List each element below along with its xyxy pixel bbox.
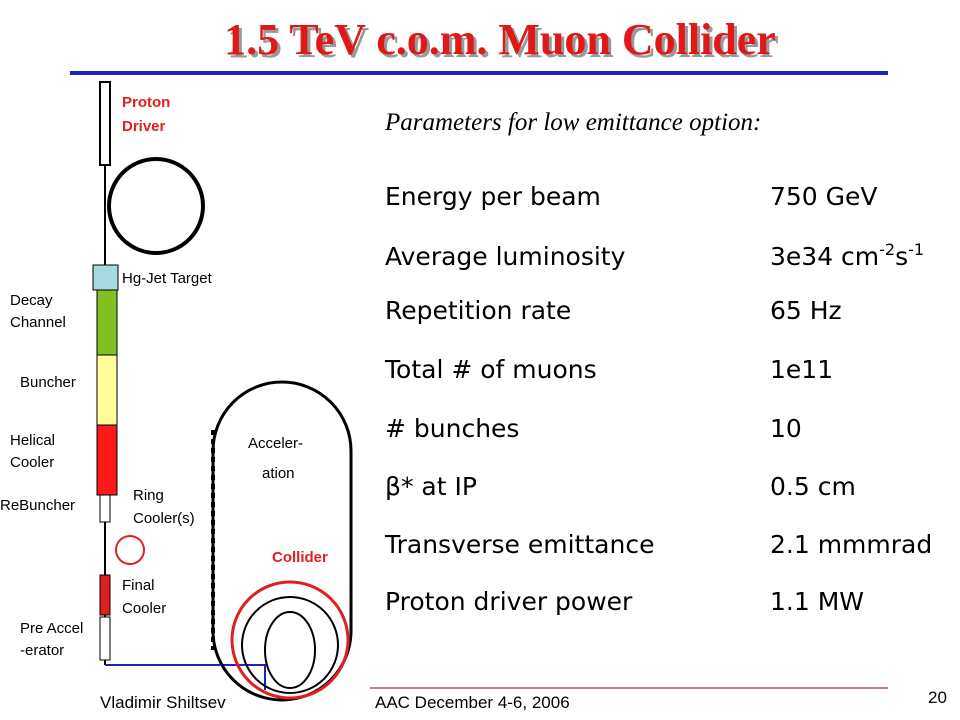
subtitle: Parameters for low emittance option:: [384, 109, 761, 136]
transfer-line: [105, 664, 266, 690]
value-text: 0.5 cm: [770, 472, 856, 501]
rebuncher-box: [99, 494, 111, 523]
buncher-box: [96, 354, 118, 426]
parameter-label: Average luminosity: [385, 242, 626, 271]
parameter-value: 2.1 mmmrad: [770, 530, 932, 559]
value-text: 10: [770, 414, 802, 443]
parameter-label: Total # of muons: [384, 355, 597, 384]
title: 1.5 TeV c.o.m. Muon Collider: [224, 15, 776, 64]
page-number: 20: [928, 688, 947, 707]
parameter-value: 750 GeV: [770, 182, 878, 211]
superscript: -1: [908, 240, 924, 259]
footer-author: Vladimir Shiltsev: [100, 693, 226, 712]
parameter-value: 1e11: [770, 355, 833, 384]
superscript: -2: [879, 240, 895, 259]
value-text: 750 GeV: [770, 182, 878, 211]
parameter-label: Proton driver power: [385, 587, 633, 616]
diagram-label: Driver: [122, 118, 166, 135]
diagram-label: Cooler: [10, 454, 54, 471]
diagram-label: ReBuncher: [0, 497, 75, 514]
value-text: 1e11: [770, 355, 833, 384]
parameter-value: 10: [770, 414, 802, 443]
diagram-label: Final: [122, 577, 155, 594]
diagram-label: -erator: [20, 642, 64, 659]
diagram-label: Pre Accel: [20, 620, 83, 637]
parameter-label: # bunches: [385, 414, 519, 443]
cooler-box: [96, 424, 118, 496]
value-text: s: [895, 242, 908, 271]
target-box: [92, 264, 119, 291]
diagram-label: Channel: [10, 314, 66, 331]
value-text: 1.1 MW: [770, 587, 864, 616]
diagram-label: Cooler: [122, 600, 166, 617]
ring-cooler: [115, 535, 145, 565]
diagram-label: Ring: [133, 487, 164, 504]
parameter-label: Energy per beam: [385, 182, 601, 211]
parameter-value: 65 Hz: [770, 296, 842, 325]
value-text: 65 Hz: [770, 296, 842, 325]
collider-inner: [241, 596, 339, 694]
parameter-label: Transverse emittance: [384, 530, 654, 559]
parameter-value: 0.5 cm: [770, 472, 856, 501]
diagram-label: Helical: [10, 432, 55, 449]
value-text: 3e34 cm: [770, 242, 879, 271]
decay-box: [96, 289, 118, 356]
parameter-value: 3e34 cm-2s-1: [770, 240, 924, 271]
diagram-label: Hg-Jet Target: [122, 270, 213, 287]
diagram-label: ation: [262, 465, 295, 482]
parameter-value: 1.1 MW: [770, 587, 864, 616]
proton-driver-box: [99, 81, 111, 166]
title-shadow: 1.5 TeV c.o.m. Muon Collider: [227, 18, 779, 67]
diagram-label: Collider: [272, 549, 328, 566]
diagram-label: Buncher: [20, 374, 76, 391]
parameter-label: Repetition rate: [385, 296, 571, 325]
pre-accel-box: [99, 616, 111, 661]
collider-core: [264, 611, 316, 689]
diagram-label: Cooler(s): [133, 510, 195, 527]
parameter-label: β* at IP: [385, 472, 477, 501]
diagram: [92, 81, 353, 702]
final-cooler-box: [99, 574, 111, 616]
value-text: 2.1 mmmrad: [770, 530, 932, 559]
collider-ring: [230, 580, 350, 700]
proton-ring: [107, 157, 205, 255]
diagram-label: Acceler-: [248, 435, 303, 452]
diagram-label: Proton: [122, 94, 170, 111]
diagram-label: Decay: [10, 292, 53, 309]
footer-event: AAC December 4-6, 2006: [375, 693, 570, 712]
